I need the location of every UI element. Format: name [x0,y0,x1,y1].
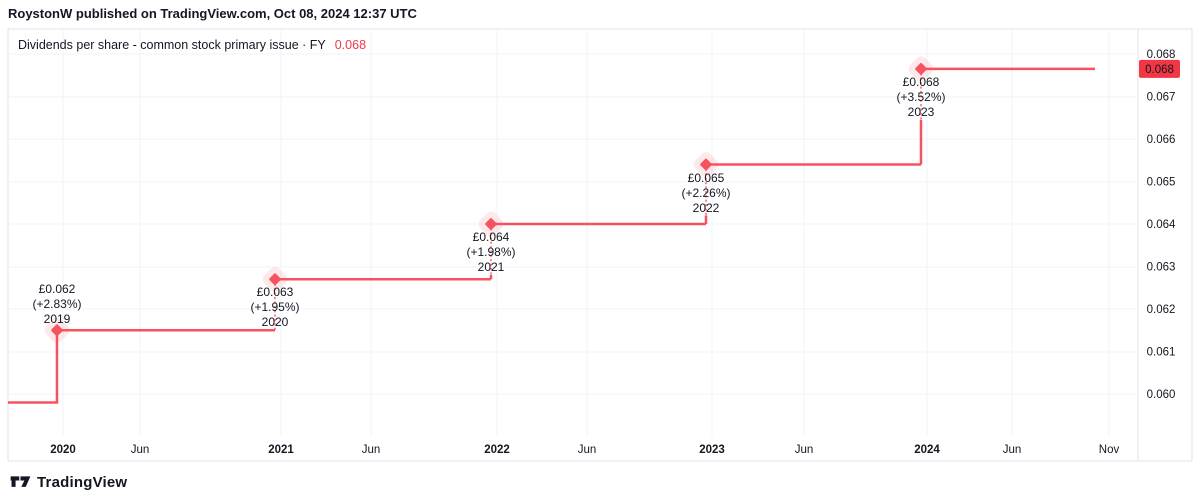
dividend-marker-2023[interactable] [915,63,928,76]
price-axis-label: 0.065 [1147,177,1176,189]
gridlines [9,30,1137,436]
dividend-marker-2020[interactable] [269,273,282,286]
amount-label: £0.068 [902,74,940,89]
price-axis-label: 0.062 [1147,304,1176,316]
year-label: 2020 [261,315,289,330]
price-axis-label: 0.060 [1147,389,1176,401]
time-axis-label: 2022 [484,444,510,456]
price-axis-label: 0.063 [1147,262,1176,274]
amount-label: £0.065 [687,170,725,185]
dividend-marker-2021[interactable] [485,218,498,231]
time-axis-label: 2020 [50,444,76,456]
year-label: 2022 [692,200,720,215]
current-value-badge-text: 0.068 [1145,64,1174,76]
dividend-marker-2022[interactable] [700,158,713,171]
dividend-label-2023: £0.068 (+3.52%) 2023 [871,75,971,120]
legend-title: Dividends per share - common stock prima… [18,38,326,52]
time-axis-label: 2023 [699,444,725,456]
price-axis-label: 0.066 [1147,134,1176,146]
tradingview-brand-text: TradingView [37,474,128,491]
tradingview-logo-icon [10,476,31,487]
price-axis-label: 0.067 [1147,92,1176,104]
year-label: 2023 [907,104,935,119]
amount-label: £0.062 [38,282,76,297]
time-axis-label: Jun [131,444,150,456]
dividend-label-2022: £0.065 (+2.26%) 2022 [656,171,756,216]
amount-label: £0.064 [472,230,510,244]
time-axis-label: Nov [1099,444,1120,456]
dividend-marker-2019[interactable] [51,324,64,337]
dividend-label-2021: £0.064 (+1.98%) 2021 [441,230,541,275]
tv-logo-seven-glyph [20,476,31,487]
year-label: 2021 [477,260,505,274]
time-axis-label: Jun [795,444,814,456]
price-axis-label: 0.061 [1147,347,1176,359]
time-axis-label: Jun [578,444,597,456]
dividend-label-2019: £0.062 (+2.83%) 2019 [7,282,107,327]
amount-label: £0.063 [256,285,294,300]
tv-logo-one-glyph [10,476,20,487]
price-axis-current-value-badge [1139,59,1180,78]
price-axis-label: 0.064 [1147,219,1176,231]
tradingview-attribution[interactable]: TradingView [10,474,127,491]
year-label: 2019 [43,312,71,327]
time-axis-label: 2024 [914,444,940,456]
time-axis-label: Jun [1003,444,1022,456]
change-label: (+3.52%) [896,89,946,104]
change-label: (+2.83%) [32,297,82,312]
change-label: (+1.98%) [466,245,516,259]
time-axis-label: 2021 [268,444,294,456]
chart-borders [7,28,1193,462]
price-axis[interactable]: 0.068 0.067 0.066 0.065 0.064 0.063 0.062 0.061… [1139,49,1180,401]
change-label: (+1.95%) [250,300,300,315]
time-axis[interactable]: 2020 Jun 2021 Jun 2022 Jun 2023 Jun 2024 Jun Nov [50,444,1119,456]
attribution-header: RoystonW published on TradingView.com, O… [8,6,417,21]
dividend-label-2020: £0.063 (+1.95%) 2020 [225,285,325,330]
change-label: (+2.26%) [681,185,731,200]
legend-current-value: 0.068 [334,38,367,52]
dividend-step-line [8,67,1095,404]
price-axis-label: 0.068 [1147,49,1176,61]
chart-legend[interactable]: Dividends per share - common stock prima… [18,38,366,52]
time-axis-label: Jun [362,444,381,456]
